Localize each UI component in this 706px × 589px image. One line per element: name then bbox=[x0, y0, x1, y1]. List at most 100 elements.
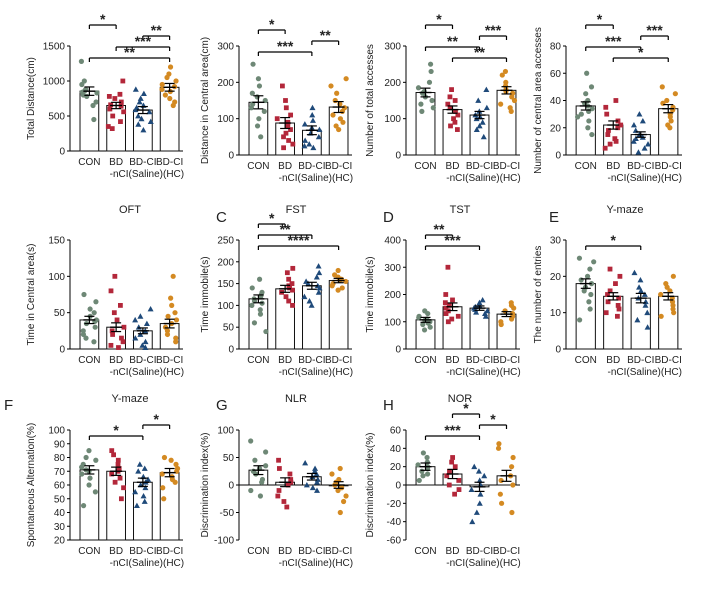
data-point bbox=[616, 295, 622, 301]
data-point bbox=[316, 269, 323, 276]
data-point bbox=[607, 141, 613, 147]
x-tick-label: BD bbox=[278, 355, 292, 366]
data-point bbox=[583, 91, 589, 97]
data-point bbox=[135, 468, 142, 474]
panel-title: FST bbox=[286, 204, 307, 216]
data-point bbox=[475, 97, 482, 103]
panel-title: OFT bbox=[119, 204, 141, 216]
data-point bbox=[86, 448, 92, 454]
data-point bbox=[617, 273, 623, 279]
data-point bbox=[309, 117, 316, 123]
data-point bbox=[642, 302, 649, 308]
x-tick-label: CON bbox=[247, 355, 269, 366]
data-point bbox=[425, 471, 431, 477]
data-point bbox=[309, 112, 316, 118]
data-point bbox=[301, 142, 308, 149]
data-point bbox=[136, 461, 143, 467]
data-point bbox=[92, 324, 98, 330]
y-tick-label: 0 bbox=[395, 481, 401, 492]
y-tick-label: 1000 bbox=[43, 77, 66, 88]
x-tick-label: BD-CI bbox=[156, 355, 183, 366]
data-point bbox=[145, 476, 152, 482]
significance-label: * bbox=[269, 16, 275, 32]
data-point bbox=[254, 94, 260, 100]
data-point bbox=[164, 331, 171, 338]
data-point bbox=[499, 72, 505, 78]
data-point bbox=[83, 454, 89, 461]
significance-label: ** bbox=[124, 44, 135, 60]
data-point bbox=[453, 109, 458, 114]
data-point bbox=[172, 479, 178, 485]
data-point bbox=[105, 124, 111, 129]
significance-label: * bbox=[611, 232, 617, 248]
y-axis-label: Total Distance(cm) bbox=[26, 57, 37, 140]
panel-6: C FST 0 50 100 150 200 250 Time immobile(s) CON BD… bbox=[200, 204, 353, 378]
data-point bbox=[112, 96, 118, 101]
data-point bbox=[280, 83, 285, 89]
data-point bbox=[110, 113, 116, 119]
x-tick-label: BD bbox=[109, 546, 123, 557]
data-point bbox=[502, 68, 509, 75]
data-point bbox=[250, 61, 256, 67]
data-point bbox=[159, 81, 165, 88]
data-point bbox=[135, 121, 142, 127]
data-point bbox=[416, 315, 422, 321]
data-point bbox=[645, 141, 652, 147]
x-tick-subtitle: -nCI(Saline)(HC) bbox=[110, 558, 184, 569]
data-point bbox=[636, 284, 643, 290]
panel-8: E Y-maze 0 10 20 30 The number of entries CON BD… bbox=[533, 204, 682, 378]
bar-3 bbox=[133, 481, 153, 541]
x-tick-label: BD bbox=[109, 355, 123, 366]
data-point bbox=[252, 457, 258, 463]
data-point bbox=[447, 468, 452, 474]
data-point bbox=[607, 288, 613, 294]
data-point bbox=[584, 70, 590, 76]
data-point bbox=[143, 320, 150, 326]
data-point bbox=[510, 454, 516, 461]
data-point bbox=[455, 112, 461, 118]
data-point bbox=[92, 489, 98, 495]
data-point bbox=[109, 471, 115, 477]
data-point bbox=[261, 108, 267, 114]
data-point bbox=[497, 491, 503, 497]
data-point bbox=[452, 491, 458, 497]
y-tick-label: 80 bbox=[54, 453, 66, 464]
data-point bbox=[446, 303, 452, 308]
x-tick-label: BD-CI bbox=[627, 161, 654, 172]
data-point bbox=[116, 345, 121, 350]
data-point bbox=[644, 309, 651, 316]
data-point bbox=[274, 116, 280, 122]
data-point bbox=[276, 466, 282, 471]
data-point bbox=[118, 119, 123, 124]
x-tick-label: BD bbox=[446, 161, 460, 172]
significance-label: *** bbox=[277, 38, 294, 54]
y-tick-label: 200 bbox=[384, 290, 401, 301]
y-axis-label: Spontaneous Alternation(%) bbox=[26, 423, 37, 548]
y-tick-label: 100 bbox=[217, 301, 234, 312]
data-point bbox=[118, 99, 124, 105]
data-point bbox=[276, 488, 282, 493]
x-tick-label: CON bbox=[78, 355, 100, 366]
y-tick-label: 0 bbox=[395, 345, 401, 356]
data-point bbox=[173, 339, 179, 345]
data-point bbox=[639, 117, 646, 124]
data-point bbox=[416, 477, 422, 484]
data-point bbox=[443, 311, 449, 316]
significance-label: *** bbox=[444, 422, 461, 438]
data-point bbox=[602, 145, 608, 151]
data-point bbox=[442, 300, 448, 306]
data-point bbox=[587, 266, 593, 272]
x-tick-label: BD-CI bbox=[129, 546, 156, 557]
data-point bbox=[576, 255, 583, 261]
data-point bbox=[117, 303, 123, 308]
data-point bbox=[604, 111, 610, 117]
data-point bbox=[112, 273, 118, 279]
data-point bbox=[477, 113, 484, 120]
data-point bbox=[109, 448, 115, 454]
data-point bbox=[451, 116, 456, 122]
data-point bbox=[91, 339, 97, 345]
data-point bbox=[613, 138, 619, 144]
y-tick-label: 0 bbox=[395, 151, 401, 162]
data-point bbox=[173, 317, 180, 323]
data-point bbox=[121, 324, 127, 330]
